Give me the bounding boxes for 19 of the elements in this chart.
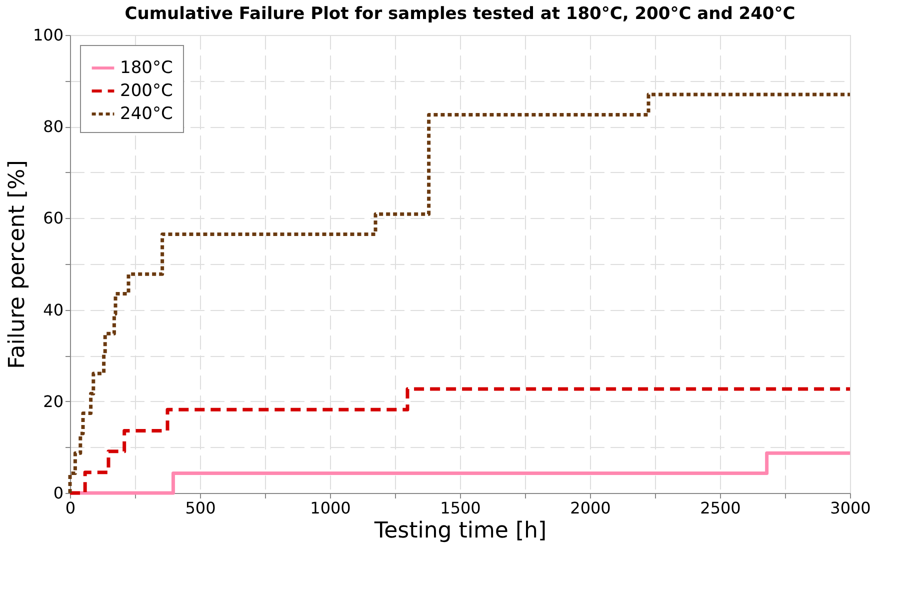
x-tick-label: 1500 — [440, 498, 481, 518]
x-tick-label: 2000 — [570, 498, 611, 518]
legend-label: 240°C — [120, 104, 173, 124]
x-axis-title: Testing time [h] — [373, 518, 547, 544]
x-tick-label: 3000 — [830, 498, 871, 518]
y-tick-label: 0 — [53, 484, 64, 502]
x-tick-label: 1000 — [310, 498, 351, 518]
y-tick-label: 60 — [43, 208, 64, 228]
x-tick-label: 2500 — [700, 498, 741, 518]
legend-label: 180°C — [120, 58, 173, 78]
legend-label: 200°C — [120, 81, 173, 101]
y-tick-label: 100 — [32, 26, 64, 44]
y-tick-label: 40 — [43, 300, 64, 320]
x-tick-label: 500 — [185, 498, 216, 518]
y-tick-label: 20 — [43, 392, 64, 411]
y-tick-label: 80 — [43, 117, 64, 136]
x-tick-label: 0 — [65, 498, 76, 518]
y-axis-title: Failure percent [%] — [4, 160, 30, 369]
chart-title: Cumulative Failure Plot for samples tested at 180°C, 200°C and 240°C — [124, 4, 796, 24]
